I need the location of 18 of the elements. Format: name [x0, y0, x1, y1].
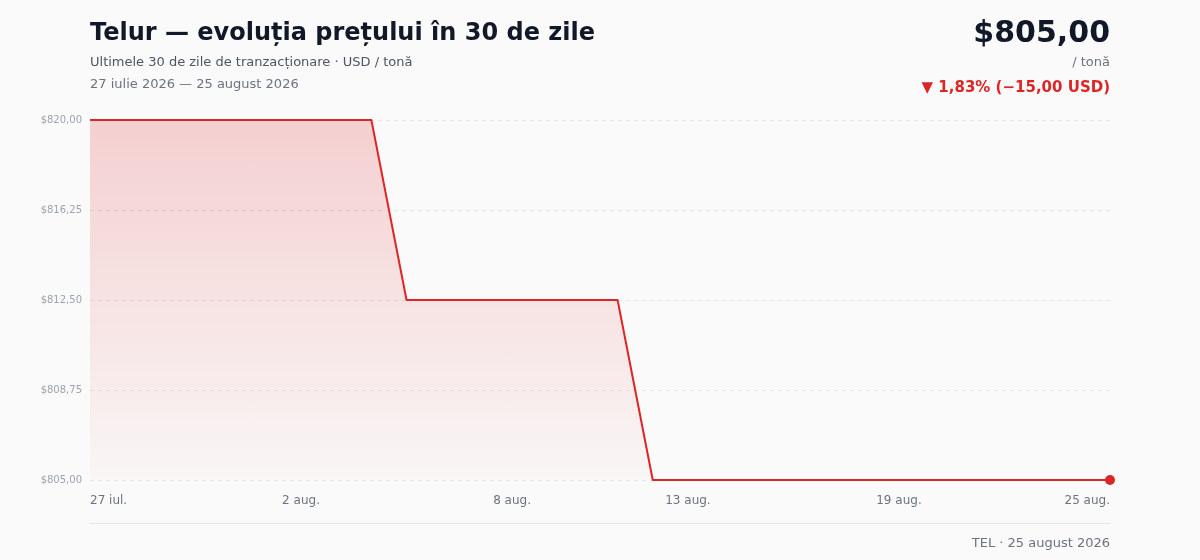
x-tick-label: 13 aug.	[665, 493, 711, 508]
y-tick-label: $812,50	[40, 293, 82, 305]
text: TEL · 25 august 2026	[971, 535, 1110, 550]
chart-subtitle: Ultimele 30 de zile de tranzacționare · USD / tonă	[90, 54, 413, 69]
text: $805,00	[973, 14, 1110, 49]
x-tick-label: 2 aug.	[282, 493, 320, 508]
x-tick-label: 27 iul.	[90, 493, 128, 508]
x-tick-label: 25 aug.	[1064, 493, 1110, 508]
y-tick-label: $816,25	[40, 203, 82, 215]
y-tick-label: $820,00	[40, 113, 82, 125]
text: / tonă	[1072, 54, 1110, 69]
y-tick-label: $805,00	[40, 473, 82, 485]
x-tick-label: 19 aug.	[876, 493, 922, 508]
text: ▼ 1,83% (−15,00 USD)	[921, 78, 1110, 96]
text: 27 iulie 2026 — 25 august 2026	[90, 76, 299, 91]
chart-title: Telur — evoluția prețului în 30 de zile	[90, 18, 595, 46]
y-tick-label: $808,75	[40, 383, 82, 395]
x-tick-label: 8 aug.	[493, 493, 531, 508]
